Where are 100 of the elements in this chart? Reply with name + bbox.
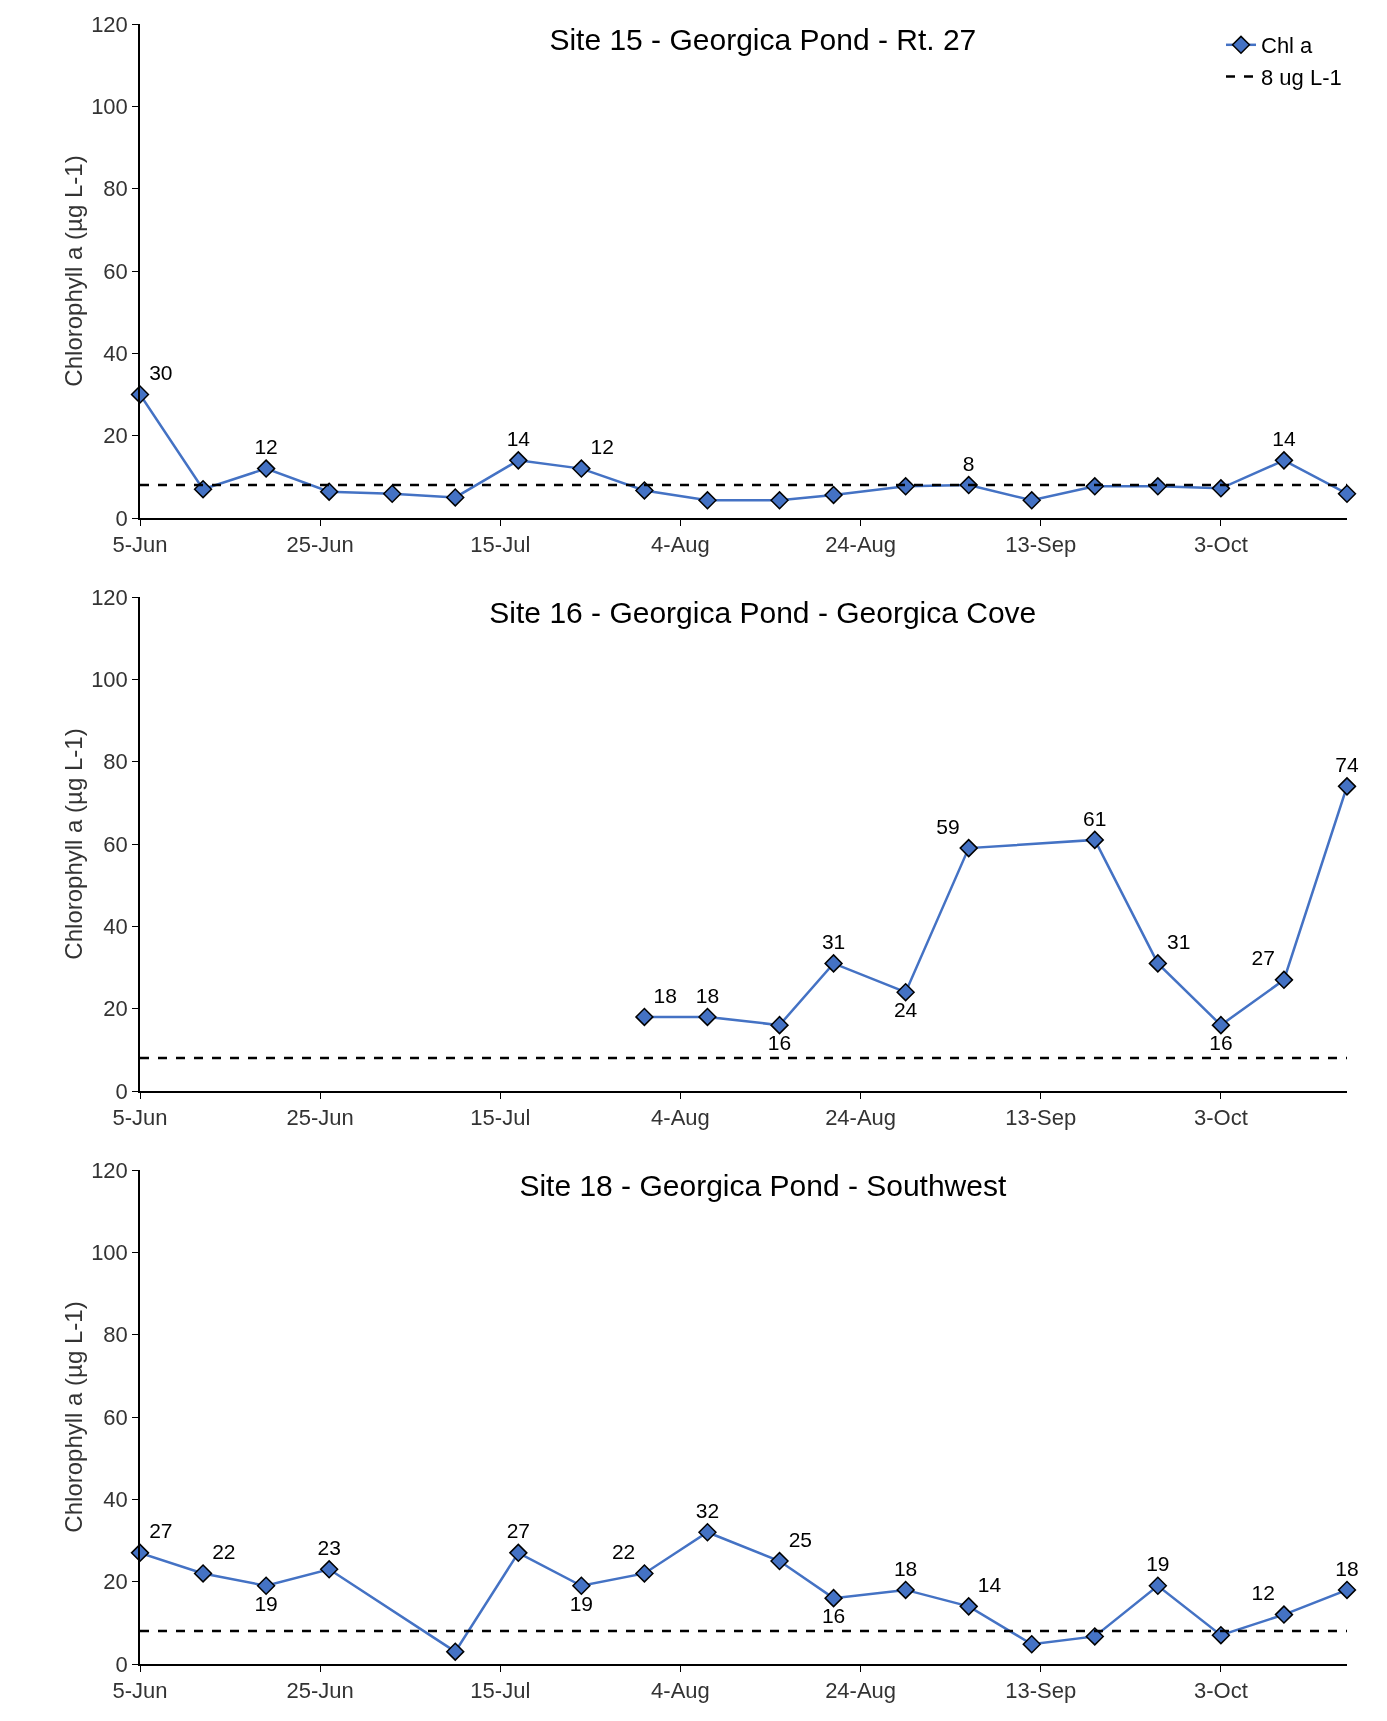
data-label: 19 xyxy=(569,1591,594,1615)
point xyxy=(1274,970,1294,990)
y-tick-label: 100 xyxy=(91,1240,128,1266)
data-label: 24 xyxy=(893,998,918,1022)
chart-title: Site 15 - Georgica Pond - Rt. 27 xyxy=(549,22,977,56)
point xyxy=(319,1560,339,1579)
point xyxy=(1211,1015,1231,1035)
data-label: 14 xyxy=(1272,426,1296,450)
x-tick-label: 13-Sep xyxy=(1005,532,1077,558)
point xyxy=(256,459,276,478)
point xyxy=(770,1551,789,1571)
point xyxy=(1274,1605,1294,1624)
x-tick-label: 5-Jun xyxy=(112,1105,168,1131)
point xyxy=(896,983,915,1002)
data-label: 16 xyxy=(821,1604,846,1628)
data-label: 22 xyxy=(212,1540,236,1564)
chart-title: Site 18 - Georgica Pond - Southwest xyxy=(519,1168,1007,1202)
point xyxy=(446,488,465,507)
y-tick-label: 100 xyxy=(91,667,128,693)
point xyxy=(572,1576,591,1595)
y-tick-label: 0 xyxy=(115,1651,128,1677)
y-axis-title: Chlorophyll a (µg L-1) xyxy=(59,728,87,960)
y-tick-label: 80 xyxy=(103,176,128,202)
point xyxy=(770,1015,789,1035)
point xyxy=(1148,477,1168,496)
point xyxy=(1022,491,1041,510)
y-tick-label: 60 xyxy=(103,831,128,857)
y-tick-label: 40 xyxy=(103,341,128,367)
x-tick-label: 15-Jul xyxy=(470,1105,531,1131)
x-tick-label: 15-Jul xyxy=(470,532,531,558)
point xyxy=(1022,1635,1041,1654)
data-label: 61 xyxy=(1083,806,1107,830)
x-tick-label: 25-Jun xyxy=(286,532,354,558)
data-label: 18 xyxy=(893,1556,918,1580)
data-label: 74 xyxy=(1335,752,1359,776)
point xyxy=(896,1580,915,1600)
x-tick-label: 24-Aug xyxy=(825,1105,897,1131)
data-label: 30 xyxy=(149,361,173,385)
point xyxy=(1274,451,1294,470)
data-label: 8 xyxy=(962,451,975,475)
point xyxy=(698,1007,717,1027)
y-tick-label: 0 xyxy=(115,505,128,531)
data-label: 27 xyxy=(506,1519,530,1543)
point xyxy=(770,491,789,510)
chart-title: Site 16 - Georgica Pond - Georgica Cove xyxy=(489,595,1037,629)
point xyxy=(572,459,591,478)
point xyxy=(319,482,339,501)
y-tick-label: 60 xyxy=(103,258,128,284)
point xyxy=(635,481,654,500)
data-label: 12 xyxy=(590,435,614,459)
data-label: 27 xyxy=(149,1519,173,1543)
point xyxy=(698,491,717,510)
point xyxy=(896,477,915,496)
data-label: 12 xyxy=(254,435,278,459)
data-label: 18 xyxy=(653,983,677,1007)
y-tick-label: 120 xyxy=(91,1157,128,1183)
y-tick-label: 20 xyxy=(103,423,128,449)
point xyxy=(1337,1580,1357,1600)
x-tick-label: 25-Jun xyxy=(286,1105,354,1131)
x-tick-label: 24-Aug xyxy=(825,1678,897,1704)
x-tick-label: 25-Jun xyxy=(286,1678,354,1704)
point xyxy=(1148,954,1168,973)
data-label: 32 xyxy=(695,1498,720,1522)
point xyxy=(509,1543,528,1563)
x-tick-label: 3-Oct xyxy=(1194,532,1248,558)
x-tick-label: 13-Sep xyxy=(1005,1105,1077,1131)
point xyxy=(698,1523,717,1542)
y-tick-label: 100 xyxy=(91,94,128,120)
data-label: 18 xyxy=(1335,1556,1359,1580)
y-tick-label: 40 xyxy=(103,1487,128,1513)
point xyxy=(509,451,528,470)
x-tick-label: 3-Oct xyxy=(1194,1105,1248,1131)
data-label: 14 xyxy=(506,426,531,450)
y-tick-label: 120 xyxy=(91,584,128,610)
point xyxy=(1337,484,1357,503)
legend-label: Chl a xyxy=(1261,33,1314,59)
y-tick-label: 60 xyxy=(103,1404,128,1430)
data-label: 25 xyxy=(788,1527,813,1551)
data-label: 18 xyxy=(695,983,720,1007)
data-label: 59 xyxy=(936,814,960,838)
y-tick-label: 40 xyxy=(103,914,128,940)
point xyxy=(959,1597,978,1616)
x-tick-label: 4-Aug xyxy=(651,1678,710,1704)
x-tick-label: 5-Jun xyxy=(112,532,168,558)
x-tick-label: 15-Jul xyxy=(470,1678,531,1704)
data-label: 22 xyxy=(611,1540,636,1564)
point xyxy=(824,485,843,505)
x-tick-label: 24-Aug xyxy=(825,532,897,558)
point xyxy=(1148,1576,1168,1595)
y-axis-title: Chlorophyll a (µg L-1) xyxy=(59,1301,87,1533)
point xyxy=(1085,830,1104,850)
data-label: 14 xyxy=(977,1572,1002,1596)
point xyxy=(383,484,402,503)
x-tick-label: 3-Oct xyxy=(1194,1678,1248,1704)
data-label: 27 xyxy=(1251,946,1275,970)
point xyxy=(635,1564,654,1583)
point xyxy=(256,1576,276,1595)
point xyxy=(824,954,843,973)
point xyxy=(1211,479,1231,498)
y-tick-label: 20 xyxy=(103,1569,128,1595)
